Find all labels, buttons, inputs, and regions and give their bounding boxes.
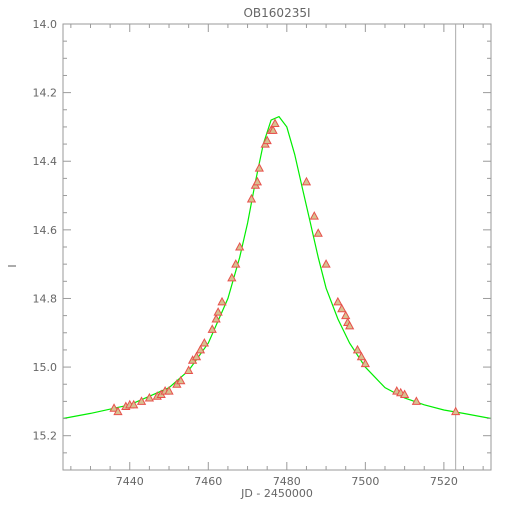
x-axis-label: JD - 2450000 (240, 487, 313, 500)
y-tick-label: 14.0 (33, 18, 58, 31)
y-tick-label: 14.4 (33, 155, 58, 168)
data-point (235, 241, 245, 251)
y-tick-label: 14.8 (33, 292, 58, 305)
y-tick-label: 15.0 (33, 361, 58, 374)
data-point (195, 344, 206, 354)
data-point (207, 324, 217, 333)
data-point (254, 163, 264, 172)
y-tick-label: 14.6 (33, 224, 58, 237)
data-point (211, 313, 221, 323)
data-point (313, 228, 323, 237)
x-tick-label: 7500 (351, 475, 379, 488)
data-point (411, 396, 422, 405)
data-point (184, 365, 194, 375)
y-tick-label: 14.2 (33, 87, 58, 100)
data-point (213, 307, 223, 316)
y-tick-label: 15.2 (33, 430, 58, 443)
data-point (136, 396, 147, 405)
data-point (217, 296, 227, 306)
data-point (352, 344, 363, 354)
chart-title: OB160235I (243, 6, 310, 20)
data-point (356, 351, 367, 361)
data-point (129, 399, 139, 409)
x-tick-label: 7440 (116, 475, 144, 488)
data-point (262, 135, 272, 145)
data-point (144, 392, 155, 402)
model-curve (63, 115, 491, 420)
data-point (113, 406, 123, 416)
x-tick-label: 7460 (194, 475, 222, 488)
data-point (341, 310, 351, 320)
data-point (176, 375, 186, 385)
data-point (333, 296, 343, 306)
y-axis-label: I (6, 264, 19, 267)
data-point (231, 259, 241, 268)
data-point (451, 406, 461, 416)
data-point (337, 303, 347, 313)
data-point (321, 259, 331, 268)
data-point (360, 358, 370, 368)
data-point (345, 320, 355, 330)
data-point (309, 211, 319, 220)
plot-frame (62, 23, 492, 471)
data-point (246, 193, 257, 203)
x-tick-label: 7480 (273, 475, 301, 488)
data-point (301, 176, 312, 186)
data-point (399, 389, 410, 399)
data-point (252, 176, 263, 186)
data-point (191, 351, 202, 361)
data-point (164, 386, 174, 395)
data-point (227, 272, 237, 282)
data-point (109, 403, 119, 412)
data-point (199, 338, 209, 347)
data-point (270, 118, 280, 127)
x-tick-label: 7520 (430, 475, 458, 488)
data-point (268, 125, 278, 134)
